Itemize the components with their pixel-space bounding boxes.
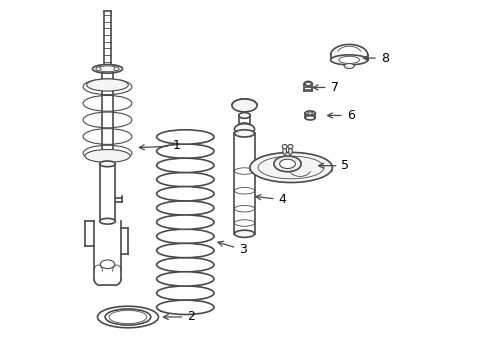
Ellipse shape xyxy=(305,111,314,115)
Ellipse shape xyxy=(156,272,214,286)
Ellipse shape xyxy=(238,123,250,128)
Ellipse shape xyxy=(234,124,254,134)
Ellipse shape xyxy=(156,215,214,229)
Ellipse shape xyxy=(288,147,292,154)
Ellipse shape xyxy=(287,144,292,149)
Ellipse shape xyxy=(100,219,115,224)
Ellipse shape xyxy=(156,130,214,144)
Ellipse shape xyxy=(273,156,301,172)
Ellipse shape xyxy=(96,67,101,71)
Ellipse shape xyxy=(338,56,359,63)
Ellipse shape xyxy=(305,82,310,85)
Text: 1: 1 xyxy=(139,139,180,152)
Text: 3: 3 xyxy=(218,241,246,256)
Text: 5: 5 xyxy=(318,159,348,172)
Ellipse shape xyxy=(330,55,367,65)
Ellipse shape xyxy=(86,79,128,91)
Text: 7: 7 xyxy=(313,81,338,94)
Ellipse shape xyxy=(114,67,119,71)
Ellipse shape xyxy=(282,144,286,149)
Ellipse shape xyxy=(305,116,314,120)
Ellipse shape xyxy=(304,81,312,86)
Ellipse shape xyxy=(234,230,254,237)
Text: 2: 2 xyxy=(163,310,195,324)
Ellipse shape xyxy=(282,147,286,154)
Ellipse shape xyxy=(85,149,130,162)
Ellipse shape xyxy=(156,186,214,201)
Ellipse shape xyxy=(156,300,214,315)
Ellipse shape xyxy=(92,64,122,73)
Ellipse shape xyxy=(234,130,254,137)
Ellipse shape xyxy=(249,152,332,183)
Ellipse shape xyxy=(307,112,312,114)
Ellipse shape xyxy=(238,113,250,118)
Text: 8: 8 xyxy=(363,51,388,64)
Ellipse shape xyxy=(105,309,150,325)
Text: 4: 4 xyxy=(255,193,286,206)
Ellipse shape xyxy=(100,161,115,167)
Ellipse shape xyxy=(100,260,115,269)
Ellipse shape xyxy=(344,63,353,68)
Ellipse shape xyxy=(156,158,214,172)
Ellipse shape xyxy=(231,99,257,112)
Text: 6: 6 xyxy=(327,109,354,122)
Ellipse shape xyxy=(279,159,295,168)
Ellipse shape xyxy=(156,243,214,258)
